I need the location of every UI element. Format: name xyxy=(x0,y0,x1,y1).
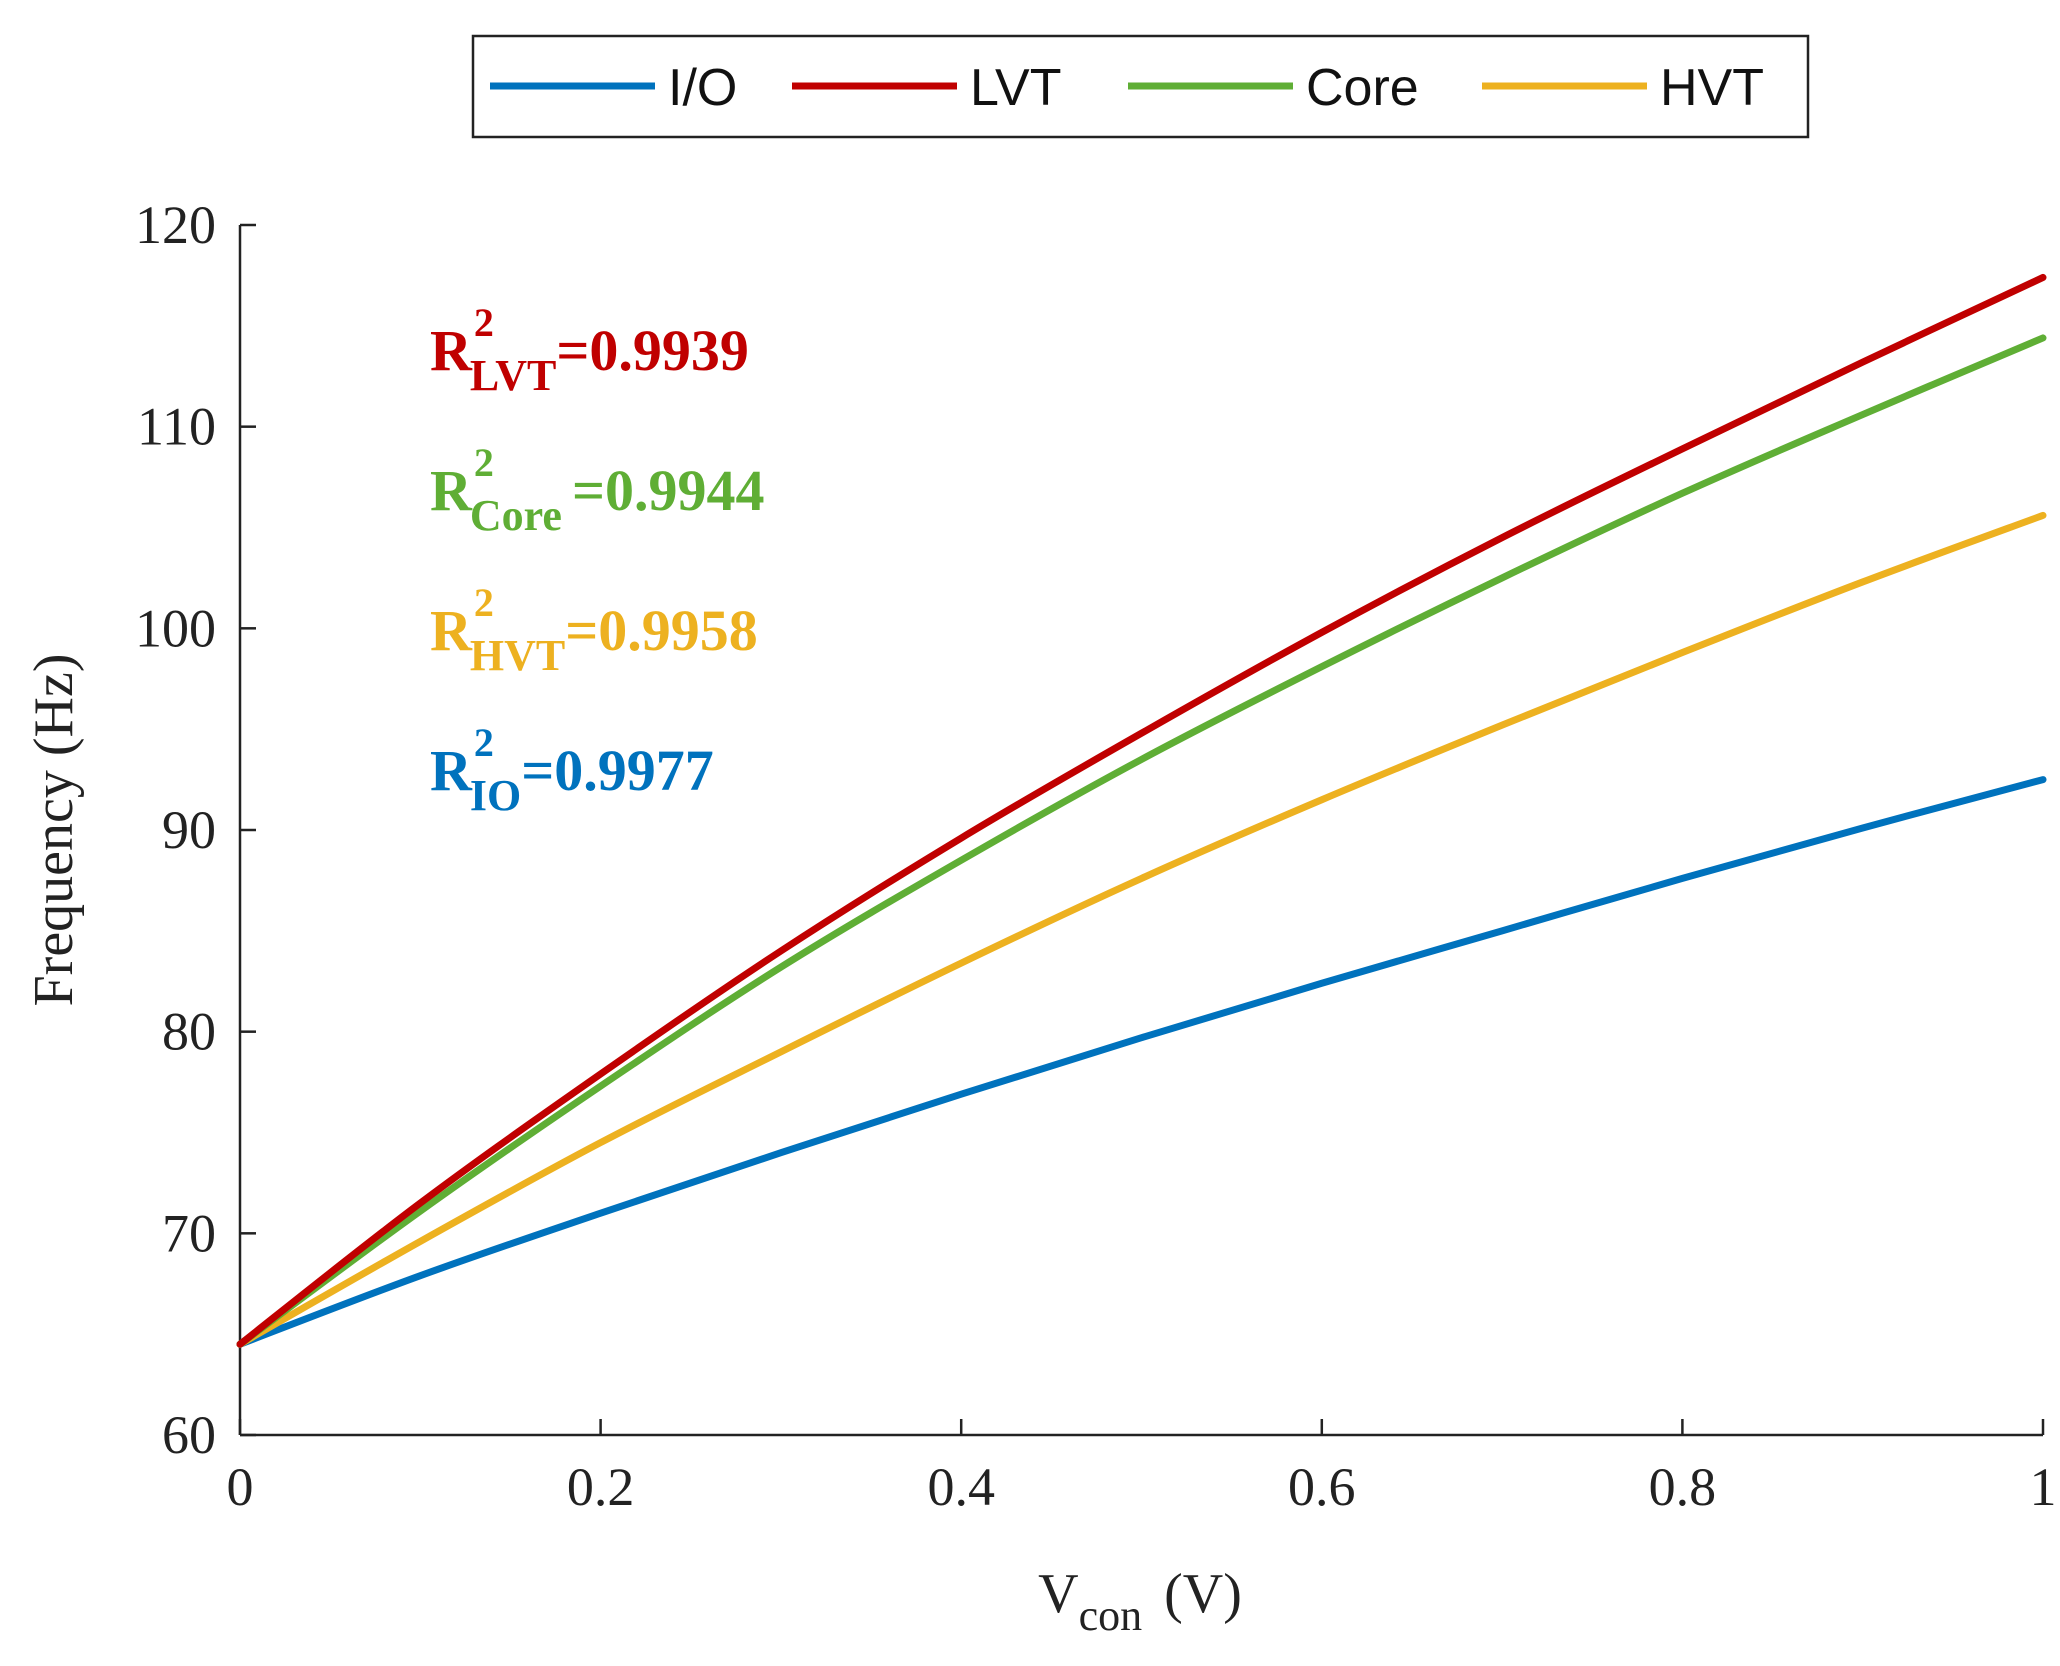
y-tick-label: 80 xyxy=(162,1002,216,1062)
y-ticks: 60 70 80 90 100 110 120 xyxy=(135,195,256,1465)
r2-base: R xyxy=(430,598,473,663)
r2-value: =0.9939 xyxy=(556,318,749,383)
r2-base: R xyxy=(430,738,473,803)
r2-annotation-lvt: R2 LVT=0.9939 xyxy=(430,300,749,400)
legend: I/O LVT Core HVT xyxy=(471,34,1810,139)
series-line-io xyxy=(236,776,2047,1348)
y-tick-label: 70 xyxy=(162,1203,216,1263)
r2-sup: 2 xyxy=(474,580,494,625)
r2-annotation-core: R2 Core =0.9944 xyxy=(430,440,765,540)
y-tick-label: 120 xyxy=(135,195,216,255)
r2-sub: Core xyxy=(470,491,562,540)
x-ticks: 0 0.2 0.4 0.6 0.8 1 xyxy=(227,1419,2057,1517)
x-axis-label-main: V xyxy=(1038,1563,1078,1625)
legend-entry-core: Core xyxy=(1128,59,1419,117)
x-axis-label-sub: con xyxy=(1079,1591,1143,1640)
x-tick-label: 0.6 xyxy=(1288,1457,1356,1517)
y-tick-label: 90 xyxy=(162,800,216,860)
series-lines xyxy=(236,273,2047,1348)
y-axis-label: Frequency (Hz) xyxy=(23,654,85,1007)
r2-sub: IO xyxy=(470,771,521,820)
r2-value: =0.9977 xyxy=(521,738,714,803)
r2-annotation-io: R2 IO=0.9977 xyxy=(430,720,714,820)
y-tick-label: 110 xyxy=(137,397,216,457)
x-tick-label: 0.2 xyxy=(567,1457,635,1517)
legend-label-hvt: HVT xyxy=(1660,59,1764,117)
r2-base: R xyxy=(430,458,473,523)
r2-annotation-hvt: R2 HVT=0.9958 xyxy=(430,580,758,680)
x-axis-label-unit: (V) xyxy=(1164,1563,1242,1625)
series-line-hvt xyxy=(236,511,2047,1348)
legend-label-core: Core xyxy=(1306,59,1419,117)
r2-base: R xyxy=(430,318,473,383)
x-tick-label: 1 xyxy=(2030,1457,2057,1517)
y-tick-label: 60 xyxy=(162,1405,216,1465)
series-line-core xyxy=(236,334,2047,1348)
series-line-lvt xyxy=(236,273,2047,1348)
x-tick-label: 0.8 xyxy=(1649,1457,1717,1517)
x-tick-label: 0.4 xyxy=(927,1457,995,1517)
y-tick-label: 100 xyxy=(135,598,216,658)
r2-sup: 2 xyxy=(474,300,494,345)
r2-annotations: R2 LVT=0.9939 R2 Core =0.9944 R2 HVT=0.9958 … xyxy=(430,300,765,820)
x-axis-label: Vcon (V) xyxy=(1038,1563,1242,1640)
r2-sup: 2 xyxy=(474,720,494,765)
x-tick-label: 0 xyxy=(227,1457,254,1517)
legend-label-io: I/O xyxy=(668,59,737,117)
legend-entry-io: I/O xyxy=(490,59,737,117)
axes: 0 0.2 0.4 0.6 0.8 1 60 70 80 90 100 110 120 xyxy=(135,195,2057,1517)
legend-entry-lvt: LVT xyxy=(792,59,1062,117)
legend-entry-hvt: HVT xyxy=(1482,59,1764,117)
r2-value: =0.9944 xyxy=(572,458,765,523)
r2-sub: LVT xyxy=(470,351,556,400)
r2-sup: 2 xyxy=(474,440,494,485)
r2-value: =0.9958 xyxy=(565,598,758,663)
r2-sub: HVT xyxy=(470,631,565,680)
legend-label-lvt: LVT xyxy=(970,59,1062,117)
